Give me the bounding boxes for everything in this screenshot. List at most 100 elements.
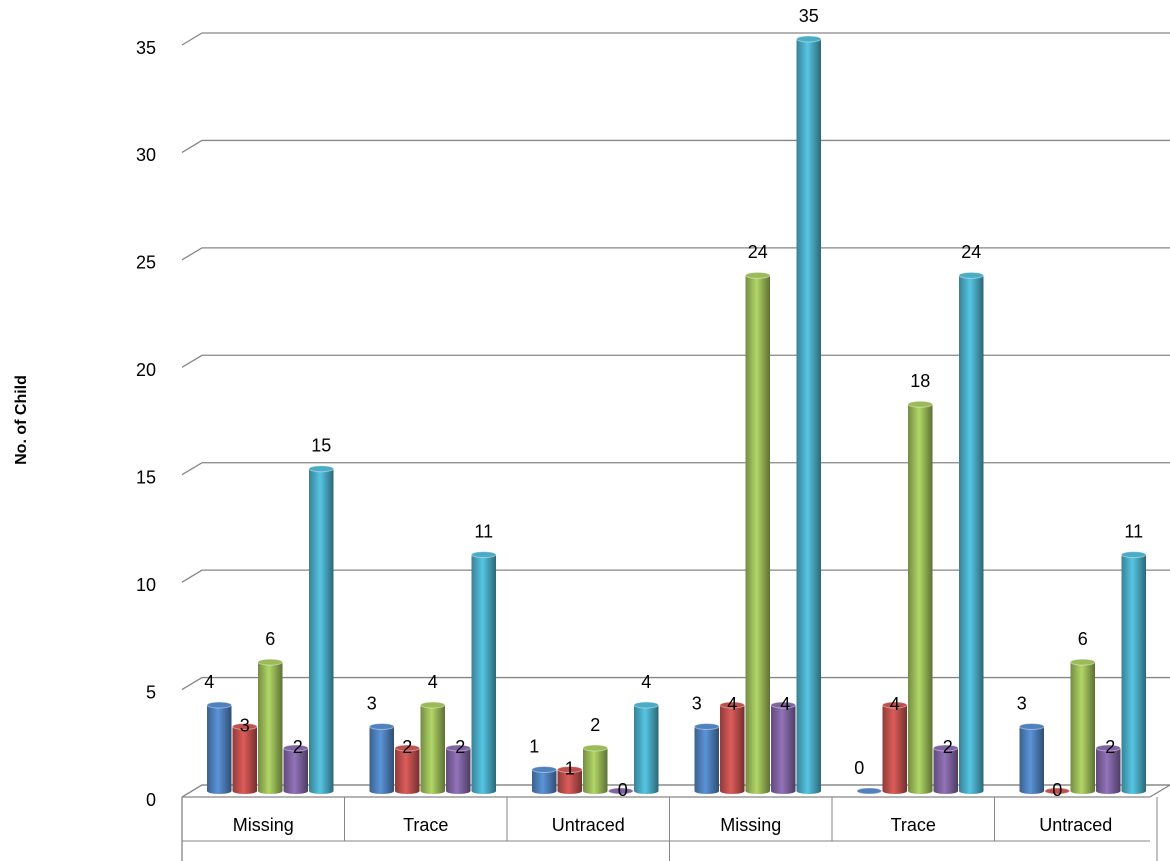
bar [232,723,258,794]
bar-base [745,788,770,794]
bar-top [394,744,420,752]
bar [206,701,232,794]
x-tick-label: Missing [233,815,294,835]
y-tick-label: 10 [136,575,156,595]
data-label: 4 [641,672,651,692]
bar-top [308,465,334,473]
bar-base [395,788,420,794]
bar-body [395,748,420,791]
bar-body [1121,554,1146,791]
bar-top [958,271,984,279]
data-label: 0 [1052,780,1062,800]
data-label: 24 [961,242,981,262]
bar-base [882,788,907,794]
bar [1095,744,1121,794]
bar-body [232,726,257,791]
bar-base [532,788,557,794]
bar-base [1070,788,1095,794]
data-label: 0 [854,758,864,778]
grid-line [181,247,1170,261]
bar-body [532,769,557,791]
data-label: 18 [910,371,930,391]
data-label: 1 [529,736,539,756]
bar-base [720,788,745,794]
bar-base [446,788,471,794]
bar-body [258,662,283,791]
bar [907,400,933,794]
bar-body [369,726,394,791]
bar-top [745,271,771,279]
bar [633,701,659,794]
bar-top [1044,787,1070,795]
bar-base [283,788,308,794]
bar [745,271,771,794]
data-label: 3 [240,715,250,735]
bar-base [771,788,796,794]
data-label: 3 [367,693,377,713]
bar [582,744,608,794]
bar-body [446,748,471,791]
data-label: 6 [265,629,275,649]
bar-base [1019,788,1044,794]
data-label: 4 [204,672,214,692]
grid-line [181,462,1170,476]
bar-top [933,744,959,752]
bar-top [471,551,497,559]
bar [308,465,334,794]
bar [471,551,497,794]
bar-body [420,705,445,791]
data-label: 6 [1078,629,1088,649]
bar-top [445,744,471,752]
data-label: 2 [455,737,465,757]
bar-base [207,788,232,794]
bar-top [796,35,822,43]
bar [719,701,745,794]
bar [1044,787,1070,795]
bar [958,271,984,794]
bar [257,658,283,794]
data-label: 0 [618,780,628,800]
bar-base [634,788,659,794]
bar-base [557,788,582,794]
data-label: 2 [590,715,600,735]
bar [882,701,908,794]
y-tick-label: 20 [136,360,156,380]
x-tick-label: Missing [720,815,781,835]
data-label: 2 [943,737,953,757]
bar-top [1070,658,1096,666]
floor [181,784,1170,798]
bar-body [796,39,821,791]
bar-body [933,748,958,791]
bar-base [258,788,283,794]
bar [1019,723,1045,794]
data-label: 3 [692,693,702,713]
bar-base [959,788,984,794]
bar-body [959,275,984,791]
x-tick-label: Trace [403,815,448,835]
bar-base [694,788,719,794]
y-axis-title: No. of Child [13,375,30,465]
bar-body [1096,748,1121,791]
bar-base [471,788,496,794]
bar-body [908,404,933,791]
data-label: 3 [1017,693,1027,713]
bar-body [471,554,496,791]
bar-top [882,701,908,709]
y-tick-label: 15 [136,467,156,487]
bar-top [283,744,309,752]
bar [531,766,557,794]
bar-top [633,701,659,709]
bar-base [908,788,933,794]
bar-top [232,723,258,731]
bar-top [719,701,745,709]
bar [394,744,420,794]
bar [369,723,395,794]
data-label: 24 [748,242,768,262]
bar-top [206,701,232,709]
bar-top [907,400,933,408]
data-label: 4 [780,694,790,714]
bar-top [531,766,557,774]
x-tick-label: Untraced [552,815,625,835]
bar-base [309,788,334,794]
